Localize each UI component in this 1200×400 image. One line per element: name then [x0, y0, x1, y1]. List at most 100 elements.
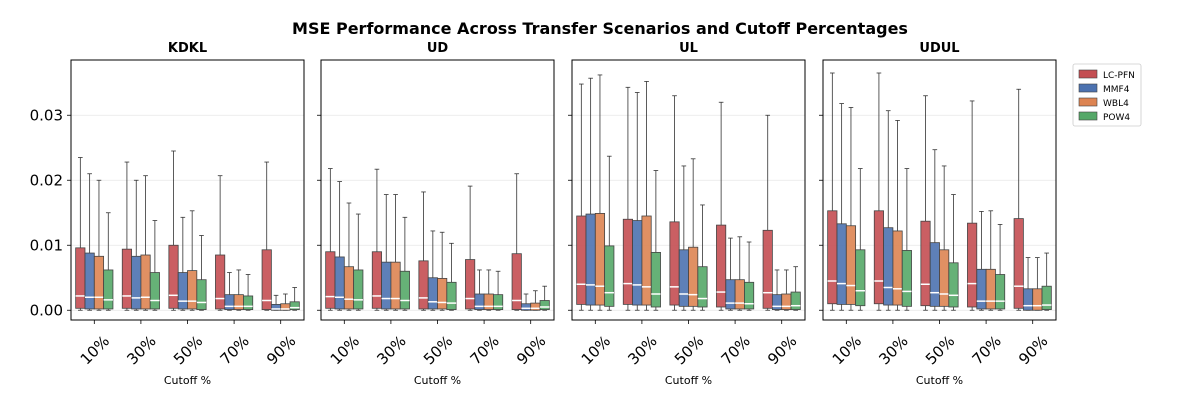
xtick-label: 90%	[513, 332, 549, 368]
box-body	[697, 266, 708, 308]
box-wbl4-50pct	[187, 210, 198, 311]
box-lc-pfn-10pct	[325, 168, 336, 311]
panel-ul: UL 10% 30% 50% 70% 90% Cutoff %	[568, 41, 806, 387]
xtick-label: 10%	[77, 332, 113, 368]
box-pow4-30pct	[399, 216, 410, 311]
box-body	[483, 293, 494, 311]
box-body	[289, 301, 300, 310]
xtick-label: 10%	[578, 332, 614, 368]
box-body	[845, 225, 857, 305]
box-lc-pfn-30pct	[873, 72, 884, 311]
xtick-label: 90%	[263, 332, 299, 368]
box-lc-pfn-50pct	[669, 95, 680, 311]
box-mmf4-70pct	[725, 237, 736, 311]
box-body	[418, 260, 429, 310]
box-lc-pfn-70pct	[465, 185, 476, 311]
box-wbl4-30pct	[641, 81, 652, 311]
box-body	[1041, 285, 1052, 311]
box-body	[585, 213, 596, 306]
box-wbl4-30pct	[892, 120, 903, 311]
xtick-label: 30%	[875, 332, 911, 368]
legend-label: WBL4	[1103, 99, 1129, 109]
box-body	[103, 269, 114, 310]
box-lc-pfn-10pct	[827, 72, 838, 311]
panel-udul: UDUL 10% 30% 50% 70% 90% Cutoff %	[819, 41, 1057, 387]
box-body	[381, 261, 392, 310]
box-body	[594, 212, 606, 306]
box-body	[827, 210, 838, 305]
box-mmf4-30pct	[632, 92, 643, 311]
box-pow4-90pct	[539, 285, 550, 311]
box-pow4-90pct	[289, 287, 300, 311]
box-body	[353, 269, 364, 310]
xtick-label: 50%	[420, 332, 456, 368]
ytick-label: 0.03	[30, 106, 63, 124]
box-lc-pfn-90pct	[762, 114, 773, 311]
box-pow4-70pct	[493, 270, 504, 311]
box-body	[734, 279, 745, 310]
legend-swatch	[1078, 83, 1098, 93]
box-body	[187, 270, 198, 310]
box-pow4-70pct	[744, 241, 755, 311]
box-body	[688, 246, 699, 307]
legend-swatch	[1078, 97, 1098, 107]
box-body	[493, 294, 504, 310]
box-pow4-10pct	[353, 213, 364, 311]
box-wbl4-90pct	[781, 269, 792, 311]
xtick-label: 70%	[467, 332, 503, 368]
box-body	[520, 303, 532, 311]
box-pow4-70pct	[243, 274, 254, 311]
box-wbl4-10pct	[343, 202, 355, 311]
xtick-label: 90%	[1015, 332, 1051, 368]
box-lc-pfn-30pct	[371, 168, 382, 311]
box-body	[465, 259, 476, 310]
box-wbl4-10pct	[594, 74, 606, 311]
box-body	[1013, 218, 1024, 309]
box-mmf4-90pct	[771, 269, 783, 311]
box-body	[632, 220, 643, 306]
box-lc-pfn-30pct	[622, 86, 633, 311]
box-body	[93, 255, 105, 310]
box-mmf4-10pct	[334, 181, 345, 311]
box-lc-pfn-50pct	[920, 95, 931, 311]
box-mmf4-10pct	[836, 103, 847, 311]
xtick-label: 70%	[217, 332, 253, 368]
box-body	[678, 249, 689, 307]
legend-frame	[1072, 63, 1142, 127]
x-axis-label: Cutoff %	[665, 374, 712, 387]
box-body	[243, 295, 254, 311]
box-wbl4-50pct	[939, 165, 950, 311]
box-body	[744, 281, 755, 310]
box-body	[343, 266, 355, 310]
box-body	[790, 291, 801, 310]
box-body	[939, 249, 950, 307]
legend-swatch	[1078, 111, 1098, 121]
box-body	[539, 300, 550, 311]
legend-item-lc-pfn: LC-PFN	[1078, 69, 1135, 81]
box-body	[371, 251, 382, 309]
legend: LC-PFN MMF4 WBL4 POW4	[1072, 63, 1142, 127]
box-body	[399, 270, 410, 310]
ytick-label: 0.00	[30, 301, 63, 319]
box-lc-pfn-90pct	[1013, 88, 1024, 311]
box-pow4-90pct	[1041, 252, 1052, 311]
legend-item-pow4: POW4	[1078, 111, 1130, 123]
box-wbl4-70pct	[985, 210, 996, 311]
box-body	[873, 210, 884, 305]
panel-title: UD	[427, 41, 449, 56]
box-body	[883, 227, 894, 306]
box-pow4-50pct	[697, 204, 708, 311]
box-body	[929, 242, 940, 307]
xtick-label: 90%	[764, 332, 800, 368]
box-pow4-70pct	[995, 224, 1006, 311]
legend-item-wbl4: WBL4	[1078, 97, 1129, 109]
panel-kdkl: KDKL 0.00 0.01 0.02 0.03 10% 30% 50% 70% 90% Cutof…	[30, 41, 305, 387]
box-body	[622, 218, 633, 305]
xtick-label: 50%	[671, 332, 707, 368]
box-body	[1022, 288, 1034, 311]
legend-swatch	[1078, 69, 1098, 79]
box-wbl4-90pct	[1032, 257, 1043, 311]
box-pow4-30pct	[650, 170, 661, 311]
box-body	[437, 277, 448, 310]
x-axis-label: Cutoff %	[414, 374, 461, 387]
